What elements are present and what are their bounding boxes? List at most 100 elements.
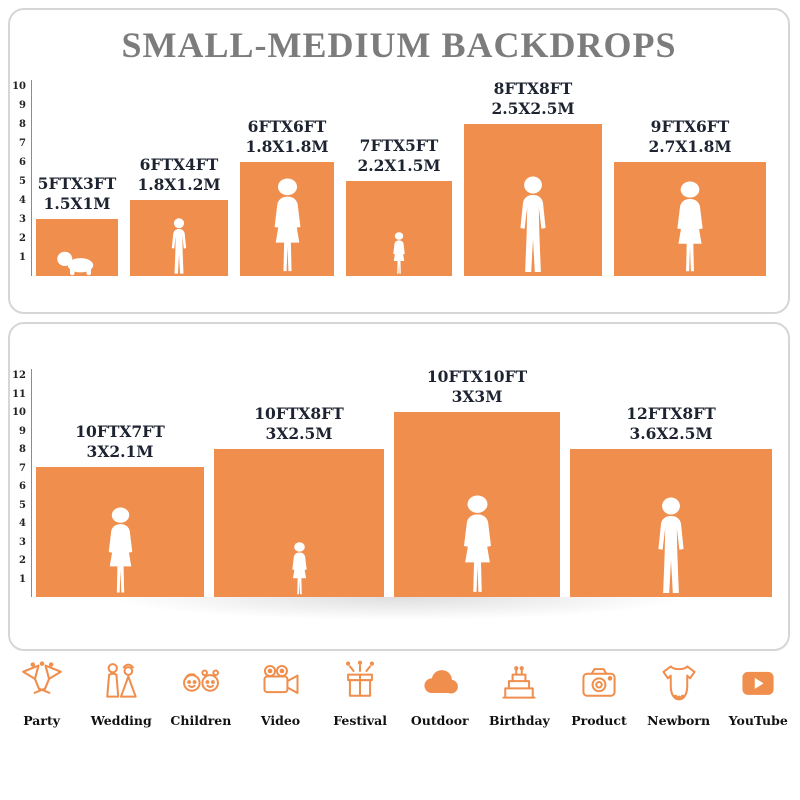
person-silhouette — [658, 497, 684, 593]
backdrop-area — [214, 449, 384, 597]
size-feet: 12FTX8FT — [626, 404, 716, 424]
axis-number: 4 — [19, 195, 26, 206]
axis-number: 9 — [19, 425, 26, 437]
axis-number: 5 — [19, 499, 26, 511]
size-meters: 3X3M — [451, 386, 503, 406]
children-icon — [182, 669, 219, 692]
size-meters: 2.7X1.8M — [648, 136, 732, 156]
backdrop-block: 10FTX7FT 3X2.1M — [36, 422, 204, 597]
backdrop-area — [240, 162, 334, 276]
axis-number: 8 — [19, 119, 26, 130]
backdrop-block: 8FTX8FT 2.5X2.5M — [464, 79, 602, 276]
backdrop-area — [36, 467, 204, 597]
backdrop-size-label: 9FTX6FT 2.7X1.8M — [648, 117, 731, 156]
category-newborn: Newborn — [641, 660, 717, 728]
size-feet: 10FTX8FT — [254, 404, 344, 424]
person-silhouette — [108, 507, 132, 593]
category-label: YouTube — [728, 713, 788, 728]
person-silhouette — [393, 232, 405, 274]
axis-number: 9 — [19, 100, 26, 111]
size-feet: 9FTX6FT — [650, 117, 730, 137]
product-camera-icon — [582, 668, 616, 697]
axis-number: 1 — [19, 252, 26, 263]
category-video: Video — [243, 660, 319, 728]
axis-number: 11 — [12, 388, 26, 400]
axis-number: 12 — [12, 370, 26, 381]
outdoor-cloud-icon — [424, 670, 458, 694]
size-feet: 8FTX8FT — [493, 79, 573, 99]
video-camera-icon — [262, 664, 299, 695]
category-festival: Festival — [322, 660, 398, 728]
blocks-bottom: 10FTX7FT 3X2.1M 10FTX8FT 3X2.5M 10FTX10FT 3X3… — [36, 367, 776, 597]
birthday-cake-icon — [502, 666, 536, 699]
category-label: Newborn — [647, 713, 711, 728]
category-birthday: Birthday — [481, 660, 557, 728]
category-product: Product — [561, 660, 637, 728]
axis-number: 10 — [12, 407, 26, 418]
size-meters: 1.8X1.8M — [245, 136, 329, 156]
backdrop-block: 6FTX6FT 1.8X1.8M — [240, 117, 334, 276]
backdrop-size-label: 10FTX10FT 3X3M — [427, 367, 527, 406]
category-label: Birthday — [488, 713, 550, 728]
category-wedding: Wedding — [83, 660, 159, 728]
panel-large: 1 2 3 4 5 6 7 8 9 10 11 12 10FTX7FT 3X2.1M 10FTX8FT 3X… — [8, 322, 790, 651]
axis-number: 8 — [19, 444, 26, 455]
person-silhouette — [291, 542, 307, 595]
backdrop-size-label: 6FTX6FT 1.8X1.8M — [245, 117, 328, 156]
axis-number: 3 — [19, 536, 26, 548]
festival-gift-icon — [346, 660, 375, 697]
ground-shadow — [34, 597, 764, 629]
page-title: SMALL-MEDIUM BACKDROPS — [121, 25, 677, 65]
backdrop-block: 7FTX5FT 2.2X1.5M — [346, 136, 452, 276]
category-youtube: YouTube — [720, 660, 796, 728]
size-feet: 10FTX10FT — [426, 367, 528, 387]
blocks-top: 5FTX3FT 1.5X1M 6FTX4FT 1.8X1.2M 6FTX6FT 1.8X1… — [36, 79, 776, 276]
person-silhouette — [677, 181, 703, 272]
size-meters: 3X2.1M — [86, 441, 154, 461]
category-children: Children — [163, 660, 239, 728]
size-meters: 1.5X1M — [43, 193, 111, 213]
panel-small-medium: SMALL-MEDIUM BACKDROPS 1 2 3 4 5 6 7 8 9 10 5FTX3… — [8, 8, 790, 314]
size-feet: 6FTX4FT — [139, 155, 219, 175]
backdrop-area — [36, 219, 118, 276]
backdrop-block: 9FTX6FT 2.7X1.8M — [614, 117, 766, 276]
size-meters: 1.8X1.2M — [137, 174, 221, 194]
size-feet: 5FTX3FT — [37, 174, 117, 194]
category-label: Product — [571, 713, 627, 728]
category-party: Party — [4, 660, 80, 728]
size-meters: 2.2X1.5M — [357, 155, 441, 175]
axis-number: 2 — [19, 233, 26, 244]
axis-number: 10 — [12, 81, 26, 92]
backdrop-area — [394, 412, 560, 597]
category-label: Video — [260, 713, 301, 728]
backdrop-area — [130, 200, 228, 276]
category-label: Children — [170, 713, 232, 728]
backdrop-size-label: 8FTX8FT 2.5X2.5M — [491, 79, 574, 118]
backdrop-area — [464, 124, 602, 276]
category-label: Party — [23, 713, 61, 728]
backdrop-size-label: 10FTX8FT 3X2.5M — [254, 404, 343, 443]
axis-number: 3 — [19, 214, 26, 225]
party-icon — [21, 661, 62, 694]
category-outdoor: Outdoor — [402, 660, 478, 728]
backdrop-block: 6FTX4FT 1.8X1.2M — [130, 155, 228, 276]
size-meters: 2.5X2.5M — [491, 98, 575, 118]
axis-number: 7 — [19, 138, 26, 149]
axis-number: 1 — [19, 573, 26, 585]
size-feet: 10FTX7FT — [75, 422, 165, 442]
backdrop-block: 5FTX3FT 1.5X1M — [36, 174, 118, 276]
person-silhouette — [171, 218, 187, 274]
axis-number: 4 — [19, 518, 26, 529]
backdrop-size-label: 6FTX4FT 1.8X1.2M — [137, 155, 220, 194]
category-label: Festival — [333, 713, 388, 728]
axis-number: 5 — [19, 176, 26, 187]
size-meters: 3.6X2.5M — [629, 423, 713, 443]
size-meters: 3X2.5M — [265, 423, 333, 443]
category-label: Outdoor — [410, 713, 469, 728]
category-icons-row: Party Wedding Children — [0, 660, 800, 728]
baby-silhouette — [56, 251, 93, 276]
youtube-icon — [742, 671, 774, 695]
axis-bottom: 1 2 3 4 5 6 7 8 9 10 11 12 — [12, 369, 32, 597]
backdrop-block: 10FTX8FT 3X2.5M — [214, 404, 384, 597]
